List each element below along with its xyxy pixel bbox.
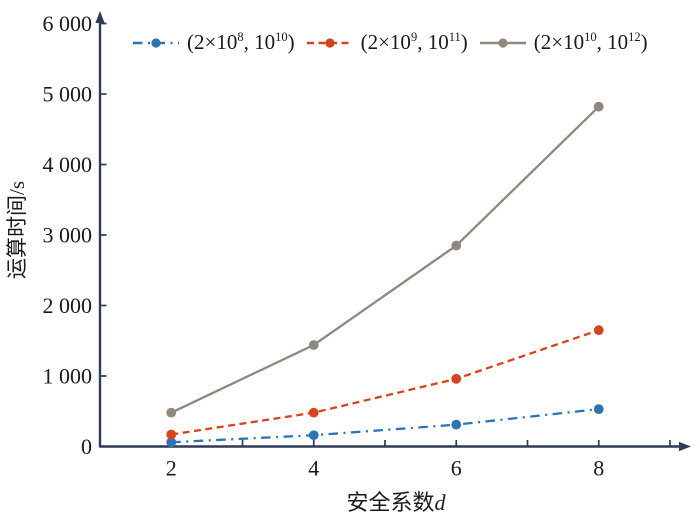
legend-label-0: (2×108, 1010) [187, 30, 295, 54]
series-2-data-point [308, 340, 319, 350]
x-tick-label: 2 [166, 456, 177, 481]
series-0-data-point [308, 430, 319, 441]
x-axis-title: 安全系数d [346, 490, 446, 515]
series-0-data-point [451, 419, 462, 430]
series-line-0 [171, 407, 599, 444]
x-tick-label: 6 [451, 456, 462, 481]
legend-item-0: (2×108, 1010) [132, 30, 295, 55]
series-1-data-point [451, 373, 462, 384]
legend-label-1: (2×109, 1011) [360, 30, 468, 54]
y-tick-label: 0 [81, 434, 92, 459]
series-0-data-point [593, 404, 604, 415]
series-2-data-point [451, 240, 462, 251]
y-axis-arrow-icon [95, 11, 105, 23]
x-tick-label: 8 [593, 456, 604, 481]
series-line-2 [170, 105, 600, 414]
y-tick-label: 5 000 [43, 82, 93, 107]
series-2-data-point [593, 101, 604, 112]
series-0-data-point [166, 437, 177, 448]
series-1-data-point [308, 407, 319, 418]
legend-label-2: (2×1010, 1012) [533, 30, 648, 54]
x-axis-arrow-icon [679, 441, 691, 452]
chart-legend: (2×108, 1010) (2×109, 1011) (2×1010, 1012) [132, 30, 648, 55]
legend-item-1: (2×109, 1011) [306, 30, 468, 55]
legend-line-sample-icon [306, 37, 353, 48]
x-tick-label: 4 [308, 456, 319, 481]
y-tick-label: 6 000 [43, 11, 93, 36]
series-2-data-point [166, 407, 177, 418]
y-tick-label: 2 000 [43, 293, 93, 318]
y-axis-title: 运算时间/s [5, 181, 29, 279]
series-1-data-point [593, 325, 604, 336]
legend-item-2: (2×1010, 1012) [479, 30, 648, 55]
y-tick-label: 1 000 [43, 364, 93, 389]
legend-line-sample-icon [133, 37, 179, 48]
series-line-1 [171, 329, 600, 436]
series-1-data-point [166, 429, 177, 440]
y-tick-label: 3 000 [43, 223, 93, 248]
y-tick-label: 4 000 [43, 152, 93, 177]
legend-line-sample-icon [479, 37, 526, 48]
